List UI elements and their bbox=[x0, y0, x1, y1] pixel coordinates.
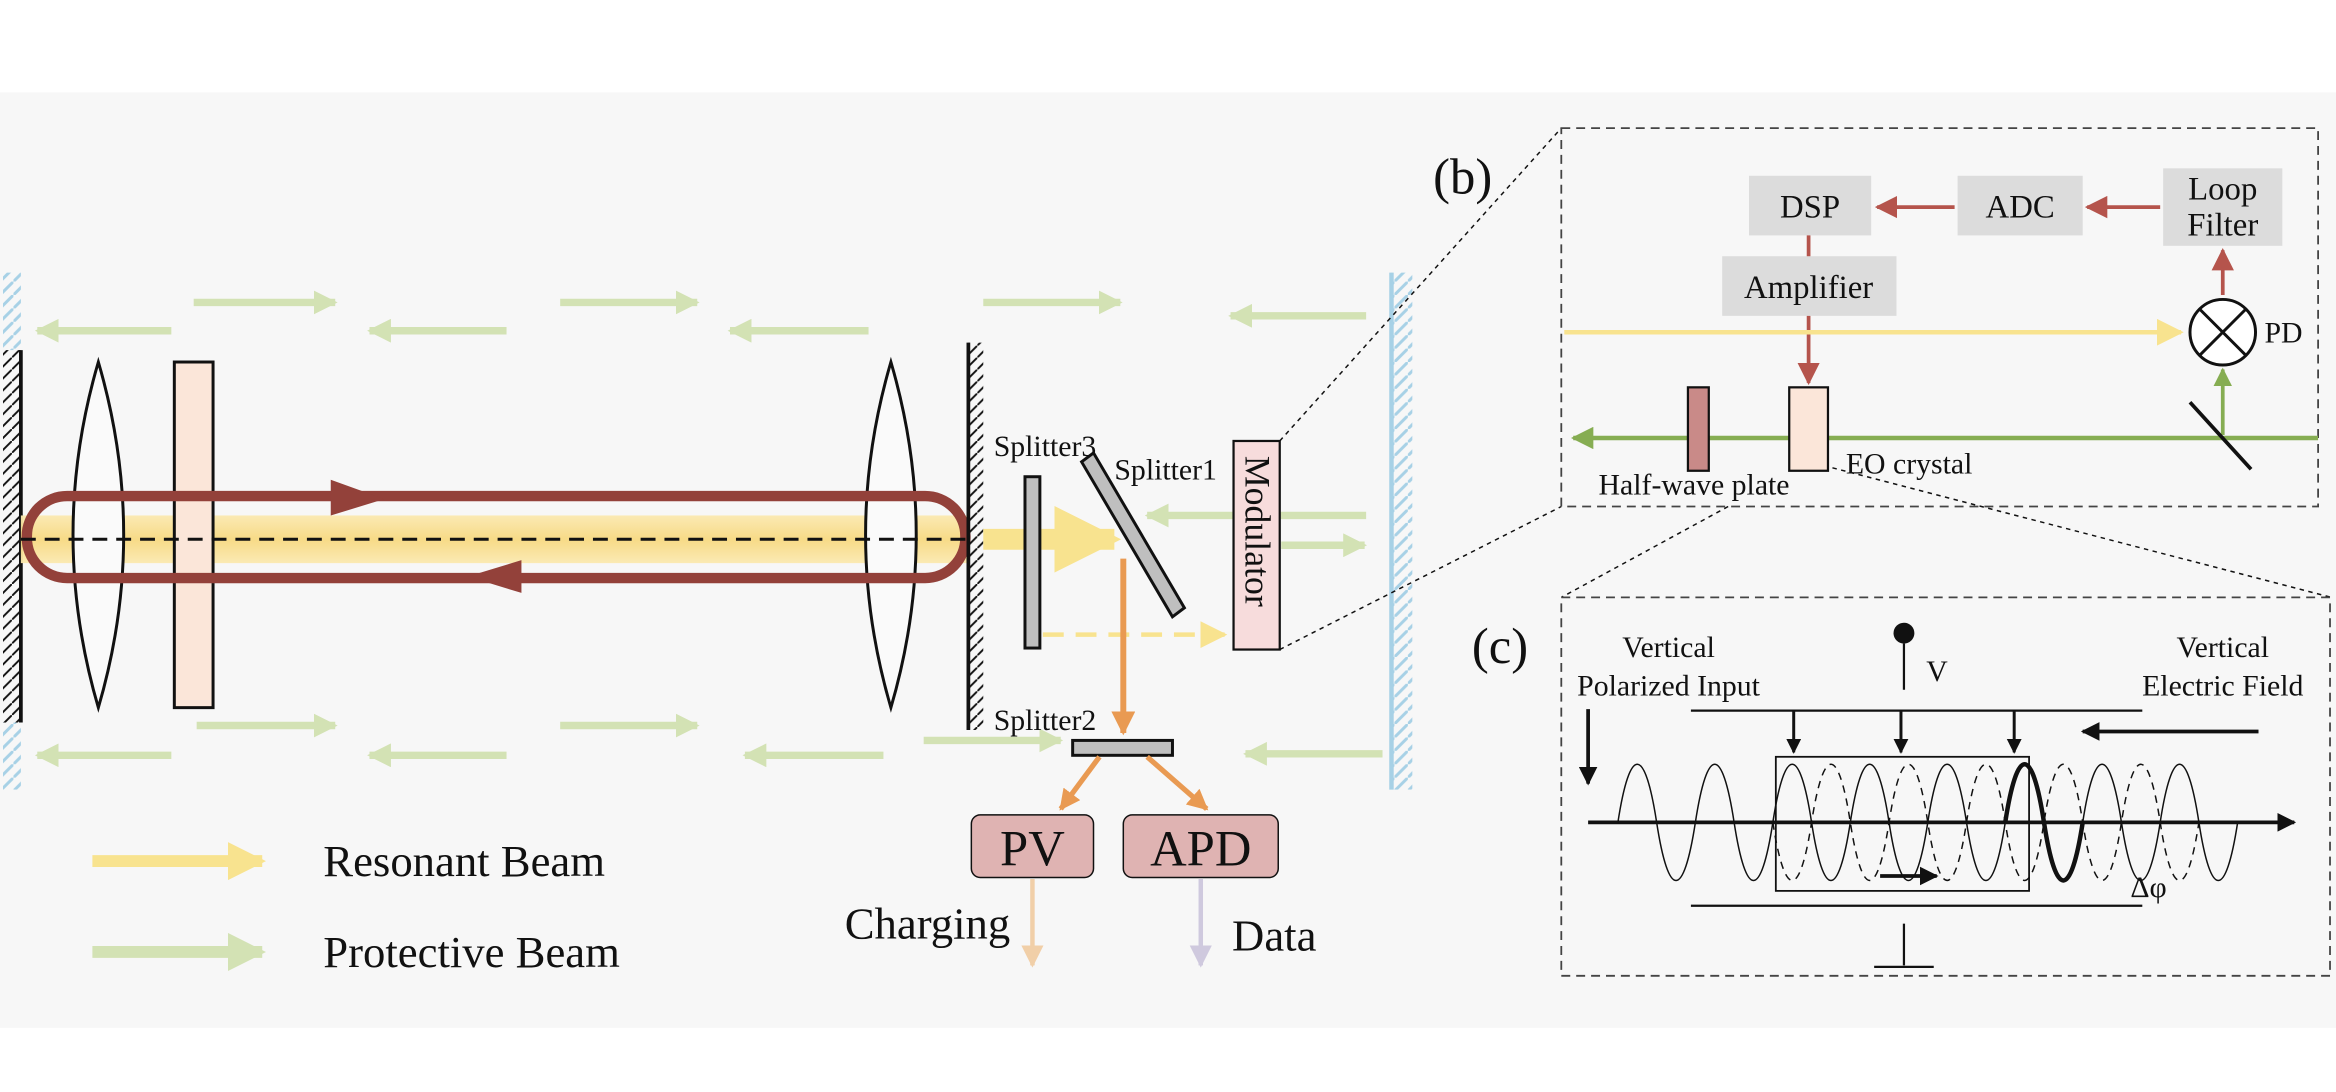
adc-box bbox=[1957, 175, 2083, 236]
orange-beam-to-apd bbox=[1145, 754, 1209, 811]
output-coupler-mirror bbox=[966, 342, 984, 730]
half-wave-plate-label: Half-wave plate bbox=[1599, 469, 1790, 502]
voltage-label: V bbox=[1926, 655, 1948, 688]
splitter1-label: Splitter1 bbox=[1114, 454, 1217, 487]
splitter3 bbox=[1023, 475, 1042, 650]
panel-c-right-line2: Electric Field bbox=[2142, 670, 2303, 703]
loop-filter-label-line1: Loop bbox=[2188, 172, 2257, 208]
legend: Resonant Beam Protective Beam bbox=[92, 836, 620, 977]
pv-label: PV bbox=[1000, 821, 1065, 877]
modulator-box: Modulator bbox=[1232, 439, 1281, 651]
left-gain-plate bbox=[172, 360, 215, 710]
charging-label: Charging bbox=[845, 899, 1011, 949]
left-mirror bbox=[3, 272, 23, 790]
pd-label: PD bbox=[2264, 317, 2302, 350]
right-mirror bbox=[1389, 272, 1413, 790]
panel-b-beam-splitter bbox=[2188, 400, 2253, 471]
pd-detector bbox=[2188, 297, 2258, 367]
splitter2 bbox=[1071, 738, 1174, 757]
bold-wave bbox=[2003, 762, 2085, 883]
orange-beam-to-pv bbox=[1058, 755, 1102, 811]
eo-crystal bbox=[1788, 386, 1830, 472]
loop-filter-box bbox=[2163, 168, 2283, 246]
panel-c-right-line1: Vertical bbox=[2176, 631, 2269, 664]
splitter3-label: Splitter3 bbox=[994, 430, 1097, 463]
loop-filter-label-line2: Filter bbox=[2187, 207, 2258, 243]
legend-resonant-label: Resonant Beam bbox=[323, 836, 605, 886]
panel-b: (b) DSP ADC Loop Filter Amplifier PD bbox=[1433, 127, 2319, 508]
dashed-wave bbox=[1772, 763, 2200, 882]
eo-crystal-label: EO crystal bbox=[1846, 448, 1973, 481]
apd-label: APD bbox=[1150, 821, 1251, 877]
amplifier-label: Amplifier bbox=[1744, 270, 1873, 306]
output-wave bbox=[2081, 763, 2239, 882]
panel-c-tag: (c) bbox=[1472, 618, 1528, 674]
amplifier-box bbox=[1722, 256, 1897, 316]
panel-c-left-line2: Polarized Input bbox=[1577, 670, 1760, 703]
splitter2-label: Splitter2 bbox=[994, 704, 1097, 737]
modulator-label: Modulator bbox=[1237, 456, 1277, 607]
panel-b-frame bbox=[1560, 127, 2319, 508]
data-label: Data bbox=[1232, 910, 1317, 960]
resonant-beam-cavity bbox=[20, 515, 969, 564]
half-wave-plate bbox=[1686, 386, 1710, 472]
phase-label: Δφ bbox=[2130, 871, 2166, 904]
legend-protective-label: Protective Beam bbox=[323, 927, 620, 977]
cavity-loop-arrow-forward bbox=[330, 479, 385, 516]
right-lens bbox=[864, 356, 918, 713]
dsp-box bbox=[1749, 175, 1872, 236]
splitter1 bbox=[1079, 450, 1187, 619]
panel-c-frame bbox=[1560, 596, 2331, 977]
panel-b-tag: (b) bbox=[1433, 149, 1492, 205]
dsp-label: DSP bbox=[1780, 190, 1840, 226]
pv-box: PV bbox=[970, 814, 1095, 879]
adc-label: ADC bbox=[1986, 190, 2055, 226]
panel-c-left-line1: Vertical bbox=[1622, 631, 1715, 664]
apd-box: APD bbox=[1122, 814, 1279, 879]
cavity-loop-arrow-backward bbox=[467, 560, 522, 593]
voltage-terminal bbox=[1893, 622, 1915, 644]
panel-c: (c) Vertical Polarized Input Vertical El… bbox=[1472, 596, 2331, 977]
zoom-connectors bbox=[1279, 127, 2332, 651]
left-lens bbox=[71, 356, 126, 713]
